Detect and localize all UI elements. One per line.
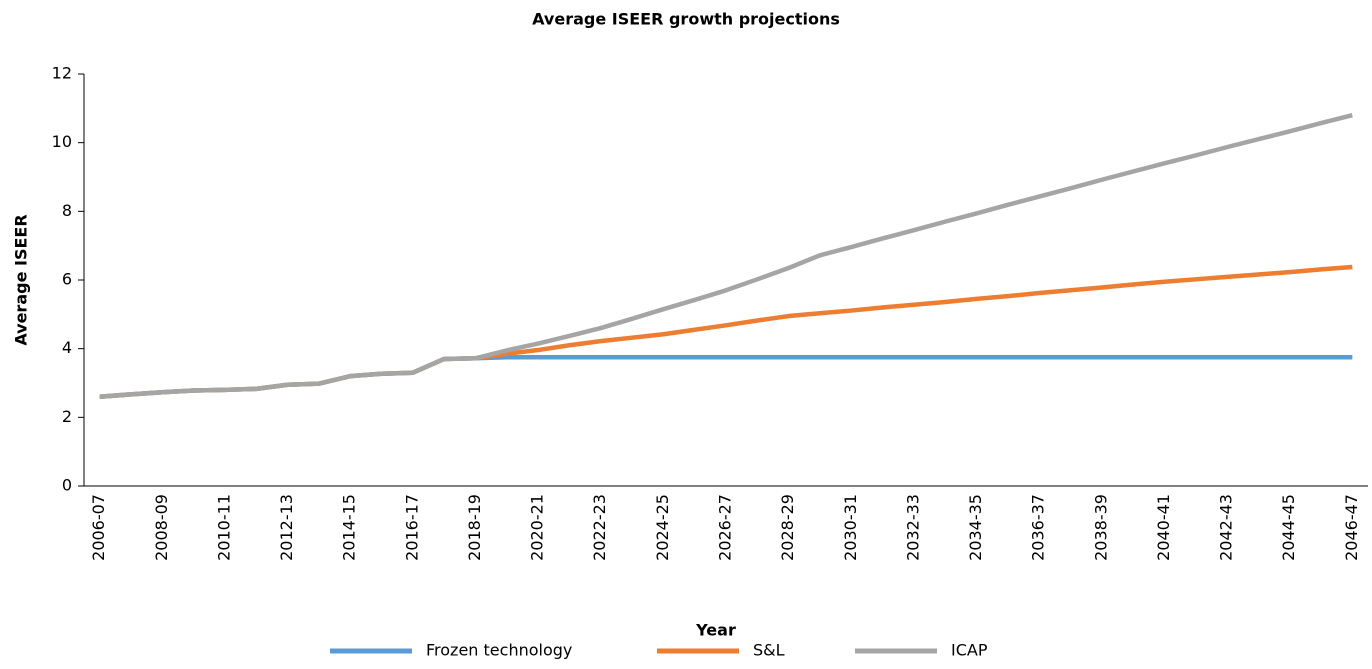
x-tick-label: 2020-21 [528, 494, 547, 561]
y-tick-label: 12 [52, 64, 72, 83]
y-tick-label: 2 [62, 407, 72, 426]
legend-label: ICAP [951, 641, 988, 660]
line-series [99, 264, 1353, 399]
x-tick-label: 2012-13 [277, 494, 296, 561]
y-tick-label: 0 [62, 476, 72, 495]
x-tick-label: 2042-43 [1217, 494, 1236, 561]
line-series [99, 355, 1353, 399]
chart-title: Average ISEER growth projections [532, 10, 840, 29]
x-tick-label: 2026-27 [716, 494, 735, 561]
y-tick-label: 6 [62, 270, 72, 289]
legend-label: Frozen technology [426, 641, 572, 660]
x-tick-label: 2024-25 [653, 494, 672, 561]
line-series [99, 113, 1353, 399]
y-tick-label: 4 [62, 338, 72, 357]
legend-label: S&L [753, 641, 785, 660]
x-tick-label: 2022-23 [590, 494, 609, 561]
y-axis-title: Average ISEER [12, 214, 31, 345]
x-tick-label: 2018-19 [465, 494, 484, 561]
x-tick-label: 2032-33 [903, 494, 922, 561]
x-tick-label: 2034-35 [966, 494, 985, 561]
x-tick-label: 2046-47 [1342, 494, 1361, 561]
y-tick-label: 8 [62, 201, 72, 220]
x-tick-label: 2030-31 [841, 494, 860, 561]
x-tick-label: 2006-07 [89, 494, 108, 561]
x-tick-label: 2016-17 [402, 494, 421, 561]
x-tick-label: 2010-11 [214, 494, 233, 561]
x-tick-label: 2038-39 [1091, 494, 1110, 561]
y-tick-label: 10 [52, 132, 72, 151]
x-axis-title: Year [695, 621, 736, 640]
x-tick-label: 2040-41 [1154, 494, 1173, 561]
x-tick-label: 2014-15 [340, 494, 359, 561]
x-tick-label: 2008-09 [152, 494, 171, 561]
x-tick-label: 2028-29 [778, 494, 797, 561]
x-tick-label: 2036-37 [1029, 494, 1048, 561]
x-tick-label: 2044-45 [1279, 494, 1298, 561]
